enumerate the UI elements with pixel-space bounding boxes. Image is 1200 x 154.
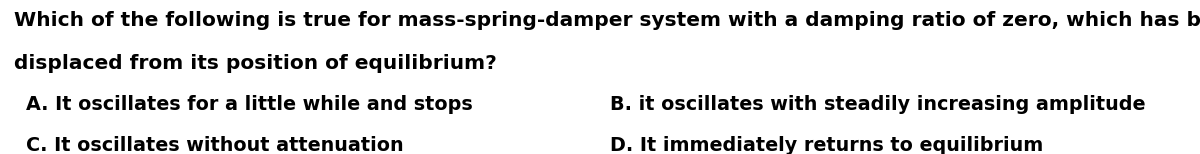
Text: D. It immediately returns to equilibrium: D. It immediately returns to equilibrium [610, 136, 1043, 154]
Text: A. It oscillates for a little while and stops: A. It oscillates for a little while and … [26, 95, 473, 114]
Text: displaced from its position of equilibrium?: displaced from its position of equilibri… [14, 54, 497, 73]
Text: B. it oscillates with steadily increasing amplitude: B. it oscillates with steadily increasin… [610, 95, 1145, 114]
Text: C. It oscillates without attenuation: C. It oscillates without attenuation [26, 136, 404, 154]
Text: Which of the following is true for mass-spring-damper system with a damping rati: Which of the following is true for mass-… [14, 11, 1200, 30]
